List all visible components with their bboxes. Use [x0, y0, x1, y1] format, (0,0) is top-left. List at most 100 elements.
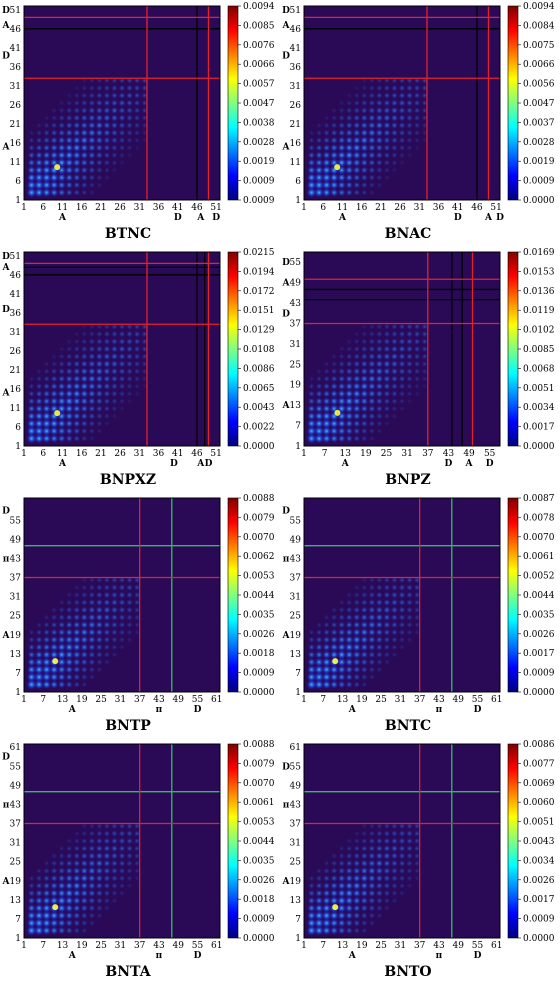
colorbar-tick-label: 0.0070 [243, 779, 275, 789]
x-tick-label: 55 [484, 449, 496, 459]
x-tick-label: 1 [301, 203, 307, 213]
x-tick-label: 61 [211, 695, 222, 705]
x-tick-label: 21 [375, 203, 386, 213]
x-tick-label: 31 [395, 695, 406, 705]
x-region-label: A [348, 951, 357, 961]
colorbar-tick-label: 0.0070 [243, 533, 275, 543]
y-tick-label: 19 [290, 631, 302, 641]
x-tick-label: 61 [211, 941, 222, 951]
x-tick-label: 37 [422, 449, 434, 459]
y-tick-label: 19 [10, 631, 22, 641]
y-tick-label: 36 [290, 63, 302, 73]
x-region-label: D [496, 213, 504, 223]
x-region-label: D [194, 705, 202, 715]
y-tick-label: 46 [290, 25, 302, 35]
y-tick-label: 19 [290, 877, 302, 887]
y-tick-label: 49 [290, 535, 302, 545]
y-tick-label: 13 [290, 896, 302, 906]
x-tick-label: 36 [153, 203, 165, 213]
x-tick-label: 46 [471, 203, 483, 213]
colorbar-tick-label: 0.0056 [523, 80, 555, 90]
y-tick-label: 43 [10, 554, 22, 564]
y-tick-label: 13 [290, 401, 302, 411]
colorbar-tick-label: 0.0028 [243, 138, 275, 148]
y-region-label: A [282, 631, 291, 641]
y-region-label: D [2, 6, 10, 16]
colorbar-tick-label: 0.0136 [523, 287, 555, 297]
x-tick-label: 43 [433, 695, 445, 705]
y-tick-label: 1 [295, 934, 301, 944]
y-tick-label: 21 [10, 366, 21, 376]
x-tick-label: 7 [40, 695, 46, 705]
x-region-label: A [68, 705, 77, 715]
x-tick-label: 1 [21, 941, 27, 951]
x-region-label: D [454, 213, 462, 223]
x-tick-label: 11 [57, 203, 68, 213]
y-tick-label: 31 [10, 82, 21, 92]
x-tick-label: 7 [322, 449, 328, 459]
colorbar-tick-label: 0.0079 [243, 513, 275, 523]
y-tick-label: 36 [10, 309, 22, 319]
colorbar-tick-label: 0.0075 [523, 41, 555, 51]
colorbar-tick-label: 0.0017 [523, 649, 555, 659]
y-tick-label: 21 [10, 120, 21, 130]
y-tick-label: 6 [15, 177, 21, 187]
colorbar-tick-label: 0.0153 [523, 267, 555, 277]
y-tick-label: 55 [290, 762, 302, 772]
y-tick-label: 7 [15, 915, 21, 925]
x-tick-label: 31 [401, 449, 412, 459]
y-tick-label: 43 [290, 554, 302, 564]
chart-title: BTNC [105, 226, 151, 242]
colorbar-tick-label: 0.0000 [243, 442, 275, 452]
y-tick-label: 31 [10, 593, 21, 603]
colorbar-tick-label: 0.0044 [523, 591, 555, 601]
y-region-label: D [2, 753, 10, 763]
x-tick-label: 1 [301, 695, 307, 705]
x-tick-label: 37 [134, 941, 146, 951]
chart-svg: 1 7 13 19 25 31 37 43 49 55 61 1 7 13 19 25 31 37 43 49 55 61… [2, 740, 275, 980]
y-tick-label: 49 [10, 535, 22, 545]
colorbar-tick-label: 0.0053 [243, 572, 275, 582]
y-tick-label: 31 [290, 340, 301, 350]
y-region-label: D [282, 309, 290, 319]
colorbar-tick-label: 0.0022 [243, 423, 275, 433]
x-region-label: A [58, 459, 67, 469]
x-tick-label: 25 [375, 941, 387, 951]
plot-frame [23, 743, 221, 939]
colorbar-tick-label: 0.0000 [523, 688, 555, 698]
colorbar-tick-label: 0.0038 [243, 118, 275, 128]
x-tick-label: 41 [452, 203, 463, 213]
colorbar [227, 251, 239, 447]
colorbar-tick-label: 0.0009 [243, 669, 275, 679]
y-tick-label: 31 [10, 328, 21, 338]
x-region-label: D [174, 213, 182, 223]
x-region-label: D [486, 459, 494, 469]
y-tick-label: 51 [290, 6, 301, 16]
x-tick-label: 55 [472, 941, 484, 951]
y-region-label: D [2, 305, 10, 315]
x-tick-label: 55 [192, 941, 204, 951]
colorbar-tick-label: 0.0026 [243, 876, 275, 886]
colorbar-tick-label: 0.0102 [523, 326, 555, 336]
x-tick-label: 19 [76, 941, 88, 951]
colorbar-tick-label: 0.0070 [523, 533, 555, 543]
colorbar-tick-label: 0.0061 [243, 798, 275, 808]
colorbar-tick-label: 0.0053 [243, 818, 275, 828]
colorbar-tick-label: 0.0076 [243, 41, 275, 51]
y-tick-label: 55 [10, 762, 22, 772]
y-region-label: A [282, 279, 291, 289]
colorbar [507, 251, 519, 447]
colorbar-tick-label: 0.0009 [243, 915, 275, 925]
y-tick-label: 61 [10, 743, 21, 753]
y-region-label: D [2, 51, 10, 61]
colorbar-tick-label: 0.0077 [523, 759, 555, 769]
colorbar-tick-label: 0.0018 [243, 895, 275, 905]
colorbar-tick-label: 0.0000 [523, 442, 555, 452]
y-region-label: D [282, 258, 290, 268]
y-region-label: A [282, 143, 291, 153]
y-tick-label: 16 [10, 139, 22, 149]
x-region-label: D [170, 459, 178, 469]
x-tick-label: 49 [453, 941, 465, 951]
x-region-label: A [196, 213, 205, 223]
